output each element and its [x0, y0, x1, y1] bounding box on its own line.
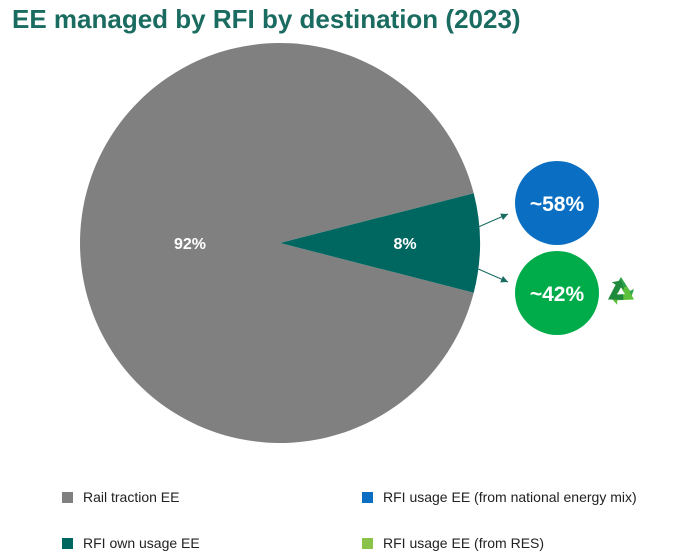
- slice-label-rail-traction: 92%: [174, 236, 206, 253]
- slice-label-own-usage: 8%: [393, 236, 416, 253]
- bubble-national-energy-mix: [515, 161, 599, 245]
- bubble-label-res: ~42%: [530, 283, 585, 306]
- pie-slice-rail-traction: [80, 42, 474, 444]
- arrowhead-res: [500, 275, 508, 283]
- pie-slice-own-usage: [280, 193, 481, 293]
- arrowhead-national: [500, 213, 508, 221]
- bubble-res: [515, 251, 599, 335]
- chart-title: EE managed by RFI by destination (2023): [12, 4, 521, 34]
- recycle-icon: [608, 277, 634, 305]
- bubble-label-national: ~58%: [530, 193, 585, 216]
